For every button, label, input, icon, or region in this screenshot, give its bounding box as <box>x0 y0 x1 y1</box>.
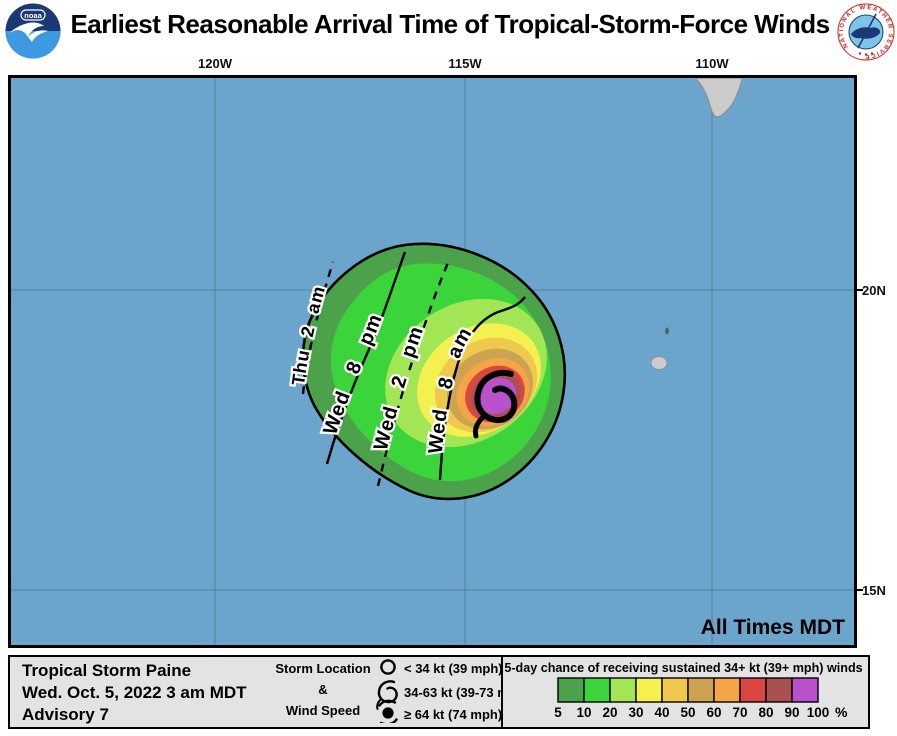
storm-location-title-1: Storm Location <box>275 661 371 676</box>
wind-speed-label-2: 34-63 kt (39-73 mph) <box>404 685 529 700</box>
open-circle-icon <box>380 659 396 675</box>
chance-value-20: 20 <box>602 705 618 720</box>
lat-label-20n: 20N <box>862 283 886 298</box>
header: noaa Earliest Reasonable Arrival Time of… <box>0 0 897 62</box>
noaa-logo-icon: noaa <box>5 3 61 59</box>
open-cyclone-icon <box>376 680 398 710</box>
storm-info-box: Tropical Storm Paine Wed. Oct. 5, 2022 3… <box>8 655 529 729</box>
chance-scale-box: 5-day chance of receiving sustained 34+ … <box>501 655 870 729</box>
lat-label-15n: 15N <box>862 583 886 598</box>
chance-value-10: 10 <box>576 705 592 720</box>
chance-value-100: 100 <box>806 705 830 720</box>
contour-wed-8am <box>438 296 526 481</box>
chance-value-30: 30 <box>628 705 644 720</box>
noaa-logo-text: noaa <box>24 11 42 20</box>
chance-value-90: 90 <box>784 705 800 720</box>
filled-cyclone-icon <box>378 699 398 723</box>
advisory-datetime: Wed. Oct. 5, 2022 3 am MDT <box>22 683 247 702</box>
island <box>650 356 668 370</box>
lon-label-120w: 120W <box>198 56 232 71</box>
storm-location-title-3: Wind Speed <box>285 703 361 718</box>
wind-speed-symbols <box>376 659 398 723</box>
map-canvas: Thu 2 am Wed 8 pm Wed 2 pm Wed 8 am All … <box>8 75 857 648</box>
contour-wed-8pm <box>325 251 407 465</box>
contour-wed-2pm <box>376 257 452 487</box>
lon-label-110w: 110W <box>695 56 729 71</box>
lat-tick-20n <box>855 289 863 291</box>
lon-label-115w: 115W <box>448 56 482 71</box>
chance-value-50: 50 <box>680 705 696 720</box>
chance-value-40: 40 <box>654 705 670 720</box>
chance-value-60: 60 <box>706 705 722 720</box>
chance-value-5: 5 <box>554 705 562 720</box>
chance-unit: % <box>835 704 848 720</box>
map-note-all-times: All Times MDT <box>700 616 845 639</box>
nws-logo-icon: NATIONAL WEATHER SERVICE <box>837 3 895 61</box>
wind-speed-label-3: ≥ 64 kt (74 mph) <box>404 707 503 722</box>
advisory-number: Advisory 7 <box>22 705 109 724</box>
chance-value-80: 80 <box>758 705 774 720</box>
baja-california-land <box>694 78 743 118</box>
wind-speed-label-1: < 34 kt (39 mph) <box>404 661 503 676</box>
islet <box>665 327 669 335</box>
page-title: Earliest Reasonable Arrival Time of Trop… <box>70 9 830 39</box>
chance-colorbar <box>557 677 819 703</box>
map-graphics: Thu 2 am Wed 8 pm Wed 2 pm Wed 8 am <box>11 78 854 645</box>
tropical-storm-symbol <box>472 369 518 439</box>
storm-location-title-2: & <box>318 682 328 697</box>
storm-name: Tropical Storm Paine <box>22 661 192 680</box>
chance-value-70: 70 <box>732 705 748 720</box>
chance-scale-title: 5-day chance of receiving sustained 34+ … <box>504 661 863 675</box>
lat-tick-15n <box>855 589 863 591</box>
